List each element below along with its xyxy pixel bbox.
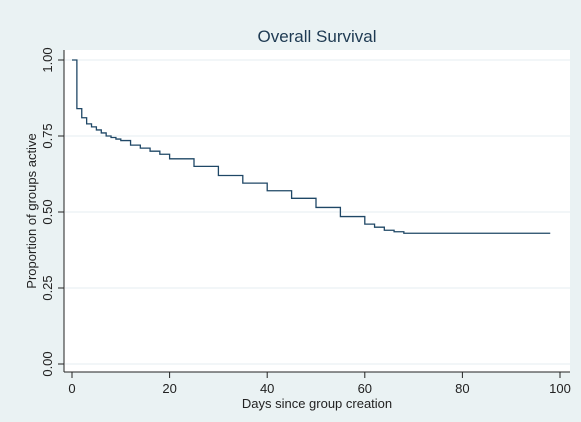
y-axis-title: Proportion of groups active — [24, 133, 39, 288]
plot-area — [64, 50, 570, 372]
y-tick-label: 1.00 — [40, 47, 55, 72]
y-tick-label: 0.25 — [40, 275, 55, 300]
x-tick-label: 60 — [358, 381, 372, 396]
x-axis-title: Days since group creation — [242, 396, 392, 411]
x-axis-ticks: 0 20 40 60 80 100 — [68, 372, 571, 396]
y-tick-label: 0.00 — [40, 351, 55, 376]
x-tick-label: 100 — [549, 381, 571, 396]
x-tick-label: 20 — [162, 381, 176, 396]
y-tick-label: 0.75 — [40, 123, 55, 148]
y-axis-ticks: 0.00 0.25 0.50 0.75 1.00 — [40, 47, 64, 377]
gridlines — [65, 59, 570, 365]
y-tick-label: 0.50 — [40, 199, 55, 224]
survival-curve — [72, 59, 551, 234]
chart-title: Overall Survival — [257, 27, 376, 46]
x-tick-label: 0 — [68, 381, 75, 396]
x-tick-label: 40 — [260, 381, 274, 396]
x-tick-label: 80 — [455, 381, 469, 396]
